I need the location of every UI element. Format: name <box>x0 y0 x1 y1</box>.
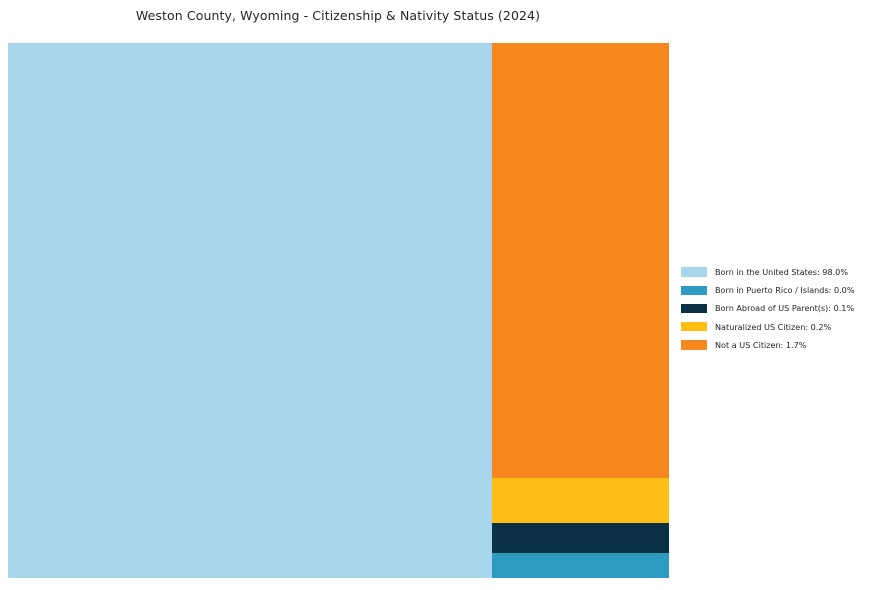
treemap-tile-born-abroad-of-us-parents[interactable] <box>491 522 669 553</box>
legend-item-label: Born Abroad of US Parent(s): 0.1% <box>715 303 855 314</box>
legend-item-label: Born in the United States: 98.0% <box>715 267 849 278</box>
legend-item[interactable]: Born in Puerto Rico / Islands: 0.0% <box>681 281 881 299</box>
legend-swatch-naturalized-us-citizen <box>681 321 707 332</box>
legend-item-label: Naturalized US Citizen: 0.2% <box>715 321 832 332</box>
legend-item-label: Not a US Citizen: 1.7% <box>715 339 807 350</box>
legend-item[interactable]: Born Abroad of US Parent(s): 0.1% <box>681 299 881 317</box>
treemap-tile-born-in-the-united-states[interactable] <box>8 43 492 578</box>
legend-swatch-born-abroad-of-us-parents <box>681 303 707 314</box>
chart-legend: Born in the United States: 98.0% Born in … <box>681 263 881 354</box>
legend-swatch-born-in-puerto-rico-islands <box>681 285 707 296</box>
treemap-plot-area <box>8 43 669 578</box>
legend-swatch-born-in-the-united-states <box>681 267 707 277</box>
legend-item[interactable]: Naturalized US Citizen: 0.2% <box>681 318 881 336</box>
chart-title: Weston County, Wyoming - Citizenship & N… <box>135 8 541 23</box>
treemap-tile-naturalized-us-citizen[interactable] <box>491 477 669 523</box>
treemap-tile-not-a-us-citizen[interactable] <box>491 43 669 478</box>
treemap-tile-born-in-puerto-rico-islands[interactable] <box>491 552 669 578</box>
legend-item[interactable]: Not a US Citizen: 1.7% <box>681 336 881 354</box>
legend-swatch-not-a-us-citizen <box>681 340 707 350</box>
legend-item-label: Born in Puerto Rico / Islands: 0.0% <box>715 285 855 296</box>
legend-item[interactable]: Born in the United States: 98.0% <box>681 263 881 281</box>
